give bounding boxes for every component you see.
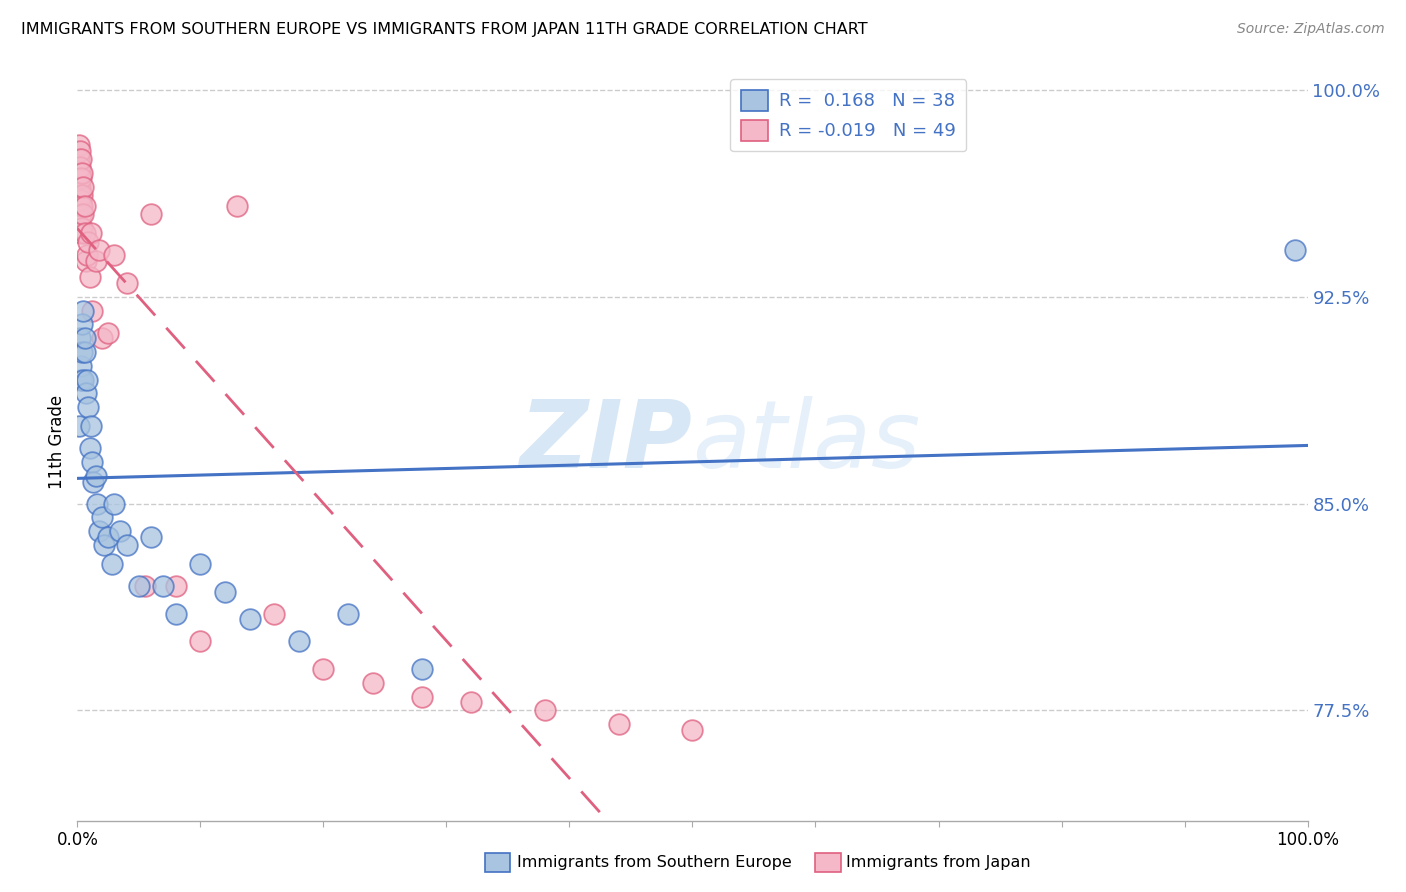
Point: [411, 662, 433, 676]
Point: [67, 166, 90, 180]
Point: [312, 662, 335, 676]
Point: [86, 497, 108, 511]
Point: [69, 187, 91, 202]
Point: [67, 194, 90, 208]
Point: [79, 270, 101, 285]
Point: [460, 695, 482, 709]
Point: [337, 607, 360, 621]
Point: [70, 166, 93, 180]
Point: [69, 166, 91, 180]
Point: [239, 612, 262, 626]
Point: [70, 171, 93, 186]
Point: [73, 331, 96, 345]
Point: [70, 359, 93, 373]
Point: [70, 227, 93, 241]
Point: [72, 372, 94, 386]
Point: [97, 326, 120, 340]
Point: [1284, 243, 1306, 257]
Point: [76, 248, 98, 262]
Point: [70, 207, 93, 221]
Point: [70, 152, 93, 166]
Point: [214, 584, 236, 599]
Point: [69, 331, 91, 345]
Point: [77, 235, 100, 249]
Point: [288, 634, 311, 648]
Point: [411, 690, 433, 704]
Point: [72, 303, 94, 318]
Text: Immigrants from Japan: Immigrants from Japan: [846, 855, 1031, 870]
Point: [70, 372, 93, 386]
Point: [70, 187, 93, 202]
Point: [101, 558, 124, 572]
Point: [226, 199, 249, 213]
Point: [80, 419, 103, 434]
Point: [263, 607, 285, 621]
Point: [141, 207, 163, 221]
Point: [165, 607, 187, 621]
Point: [75, 386, 97, 401]
Point: [72, 179, 94, 194]
Point: [534, 703, 557, 717]
Point: [361, 675, 384, 690]
Point: [72, 207, 94, 221]
Point: [67, 171, 90, 186]
Point: [75, 254, 97, 268]
Point: [115, 538, 138, 552]
Point: [69, 179, 91, 194]
Point: [80, 227, 103, 241]
Point: [165, 579, 187, 593]
Point: [89, 524, 111, 538]
Point: [103, 248, 125, 262]
Point: [70, 199, 93, 213]
Point: [76, 372, 98, 386]
Point: [70, 194, 93, 208]
Point: [70, 345, 93, 359]
Point: [73, 199, 96, 213]
Text: Source: ZipAtlas.com: Source: ZipAtlas.com: [1237, 22, 1385, 37]
Point: [97, 530, 120, 544]
Point: [90, 331, 114, 345]
Point: [73, 227, 96, 241]
Point: [141, 530, 163, 544]
Point: [110, 524, 132, 538]
Point: [82, 455, 104, 469]
Point: [79, 442, 101, 456]
Point: [69, 199, 91, 213]
Point: [89, 243, 111, 257]
Point: [67, 419, 90, 434]
Point: [70, 318, 93, 332]
Text: Immigrants from Southern Europe: Immigrants from Southern Europe: [517, 855, 792, 870]
Point: [103, 497, 125, 511]
Point: [115, 276, 138, 290]
Point: [67, 152, 90, 166]
Point: [607, 717, 630, 731]
Point: [93, 538, 115, 552]
Point: [69, 160, 91, 174]
Text: ZIP: ZIP: [520, 395, 693, 488]
Point: [82, 475, 104, 489]
Point: [82, 303, 104, 318]
Point: [69, 144, 91, 158]
Point: [90, 510, 114, 524]
Point: [128, 579, 150, 593]
Point: [188, 558, 212, 572]
Point: [134, 579, 156, 593]
Point: [70, 220, 93, 235]
Point: [682, 723, 704, 737]
Point: [188, 634, 212, 648]
Text: atlas: atlas: [693, 396, 921, 487]
Point: [84, 469, 107, 483]
Point: [84, 254, 107, 268]
Y-axis label: 11th Grade: 11th Grade: [48, 394, 66, 489]
Text: IMMIGRANTS FROM SOUTHERN EUROPE VS IMMIGRANTS FROM JAPAN 11TH GRADE CORRELATION : IMMIGRANTS FROM SOUTHERN EUROPE VS IMMIG…: [21, 22, 868, 37]
Point: [77, 400, 100, 414]
Point: [67, 138, 90, 153]
Point: [73, 345, 96, 359]
Legend: R =  0.168   N = 38, R = -0.019   N = 49: R = 0.168 N = 38, R = -0.019 N = 49: [730, 79, 966, 152]
Point: [152, 579, 174, 593]
